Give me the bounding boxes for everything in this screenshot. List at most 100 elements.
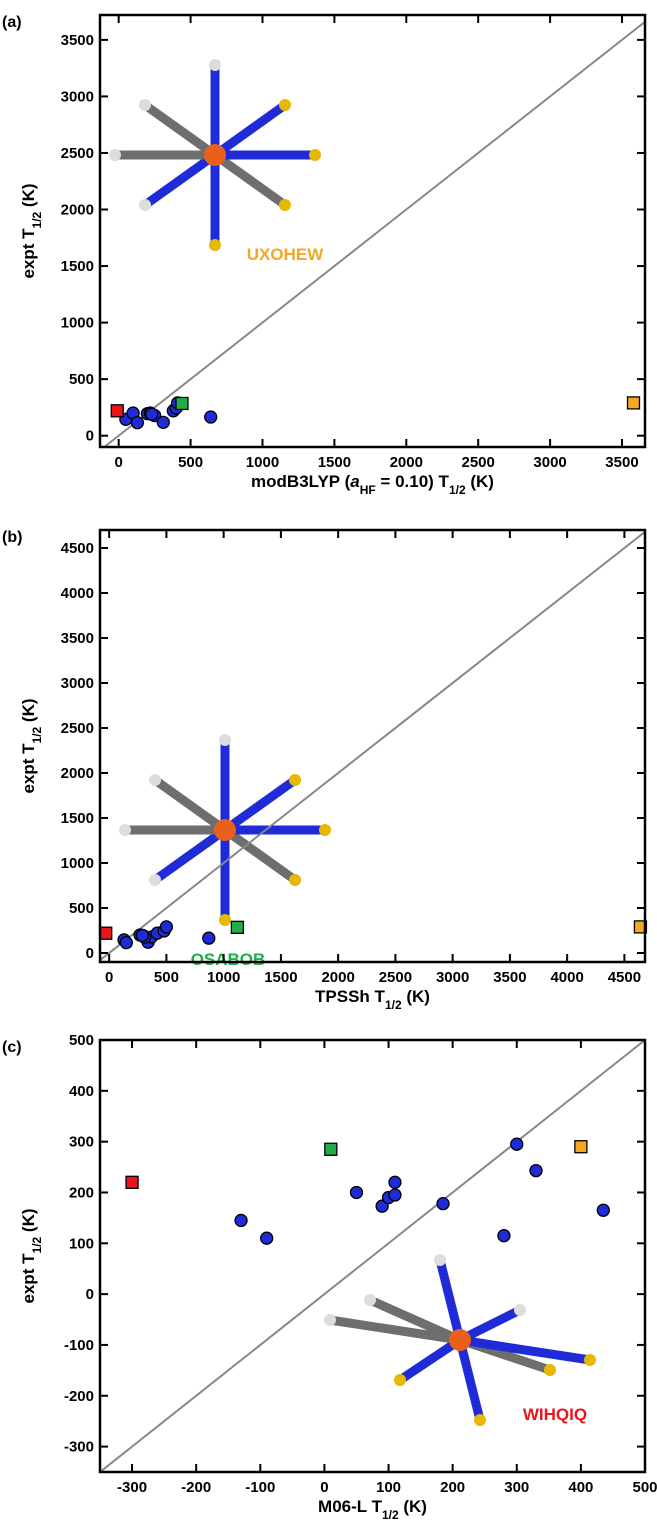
x-tick-label: 500 xyxy=(632,1479,657,1496)
metal-center xyxy=(449,1329,471,1351)
label-part: expt T xyxy=(19,743,38,794)
label-part: 1/2 xyxy=(382,1508,399,1522)
x-tick-label: 2000 xyxy=(390,454,423,471)
atom xyxy=(544,1364,556,1376)
x-tick-label: 0 xyxy=(115,454,123,471)
y-tick-label: 2000 xyxy=(61,202,94,219)
label-part: (K) xyxy=(19,183,38,211)
x-tick-label: 3500 xyxy=(605,454,638,471)
atom xyxy=(109,149,121,161)
atom xyxy=(289,774,301,786)
x-tick-label: 1000 xyxy=(207,969,240,986)
molecule-illustration xyxy=(324,1254,596,1426)
label-part: = 0.10) T xyxy=(376,472,450,491)
y-tick-label: 3500 xyxy=(61,630,94,647)
atom xyxy=(289,874,301,886)
y-tick-label: 0 xyxy=(86,945,94,962)
atom xyxy=(584,1354,596,1366)
x-tick-label: 3500 xyxy=(493,969,526,986)
data-point xyxy=(261,1232,273,1244)
x-tick-label: 1500 xyxy=(318,454,351,471)
atom xyxy=(324,1314,336,1326)
x-tick-label: 4500 xyxy=(608,969,641,986)
panel-label: (a) xyxy=(2,14,22,31)
x-tick-label: 4000 xyxy=(550,969,583,986)
y-tick-label: 4500 xyxy=(61,540,94,557)
data-point xyxy=(627,397,639,409)
label-part: expt T xyxy=(19,228,38,279)
x-tick-label: 2000 xyxy=(321,969,354,986)
data-point xyxy=(597,1204,609,1216)
label-part: (K) xyxy=(402,987,430,1006)
y-tick-label: 500 xyxy=(69,900,94,917)
y-tick-label: 1500 xyxy=(61,258,94,275)
y-tick-label: 1000 xyxy=(61,855,94,872)
data-point xyxy=(160,921,172,933)
y-tick-label: 500 xyxy=(69,1032,94,1049)
data-point xyxy=(126,1176,138,1188)
label-part: 1/2 xyxy=(30,1236,44,1253)
x-tick-label: 2500 xyxy=(379,969,412,986)
x-tick-label: 1500 xyxy=(264,969,297,986)
bond xyxy=(145,155,215,205)
bond xyxy=(145,105,215,155)
atom xyxy=(364,1294,376,1306)
data-point xyxy=(203,932,215,944)
label-part: 1/2 xyxy=(30,726,44,743)
data-point xyxy=(437,1198,449,1210)
data-point xyxy=(120,937,132,949)
plot-frame xyxy=(100,15,645,447)
atom xyxy=(209,239,221,251)
x-tick-label: -200 xyxy=(181,1479,211,1496)
y-tick-label: 1500 xyxy=(61,810,94,827)
x-tick-label: -300 xyxy=(117,1479,147,1496)
data-point xyxy=(131,417,143,429)
metal-center xyxy=(204,144,226,166)
page: (a)UXOHEW0500100015002000250030003500050… xyxy=(0,0,657,1534)
atom xyxy=(394,1374,406,1386)
bond xyxy=(155,830,225,880)
y-tick-label: 400 xyxy=(69,1083,94,1100)
x-tick-label: -100 xyxy=(245,1479,275,1496)
data-point xyxy=(157,416,169,428)
y-tick-label: -300 xyxy=(64,1439,94,1456)
bond xyxy=(225,830,295,880)
label-part: 1/2 xyxy=(449,483,466,497)
x-axis-label: TPSSh T1/2 (K) xyxy=(315,987,430,1012)
y-tick-label: 300 xyxy=(69,1134,94,1151)
atom xyxy=(149,774,161,786)
diagonal-line xyxy=(104,22,645,447)
annotation: UXOHEW xyxy=(247,245,324,264)
bond xyxy=(215,155,285,205)
data-point xyxy=(111,405,123,417)
y-tick-label: 100 xyxy=(69,1235,94,1252)
data-point xyxy=(575,1141,587,1153)
y-tick-label: 0 xyxy=(86,1286,94,1303)
y-tick-label: 1000 xyxy=(61,315,94,332)
x-tick-label: 100 xyxy=(376,1479,401,1496)
figure: (a)UXOHEW0500100015002000250030003500050… xyxy=(0,0,657,1534)
data-point xyxy=(231,921,243,933)
label-part: (K) xyxy=(19,1208,38,1236)
data-point xyxy=(389,1176,401,1188)
bond xyxy=(460,1340,480,1420)
atom xyxy=(279,99,291,111)
data-point xyxy=(511,1138,523,1150)
label-part: a xyxy=(350,472,359,491)
molecule-illustration xyxy=(109,59,321,251)
label-part: 1/2 xyxy=(30,211,44,228)
atom xyxy=(514,1304,526,1316)
atom xyxy=(139,99,151,111)
atom xyxy=(219,914,231,926)
data-point xyxy=(389,1189,401,1201)
atom xyxy=(434,1254,446,1266)
y-tick-label: 2500 xyxy=(61,145,94,162)
data-point xyxy=(136,929,148,941)
y-axis-label: expt T1/2 (K) xyxy=(19,183,44,278)
label-part: (K) xyxy=(399,1497,427,1516)
y-tick-label: 3000 xyxy=(61,675,94,692)
x-tick-label: 0 xyxy=(105,969,113,986)
metal-center xyxy=(214,819,236,841)
